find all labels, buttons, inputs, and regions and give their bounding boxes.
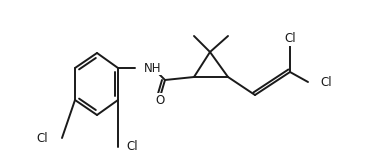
Text: Cl: Cl	[320, 75, 332, 88]
Text: Cl: Cl	[36, 132, 48, 145]
Text: O: O	[155, 93, 165, 106]
Text: Cl: Cl	[284, 32, 296, 45]
Text: Cl: Cl	[126, 140, 138, 154]
Text: NH: NH	[144, 62, 162, 75]
